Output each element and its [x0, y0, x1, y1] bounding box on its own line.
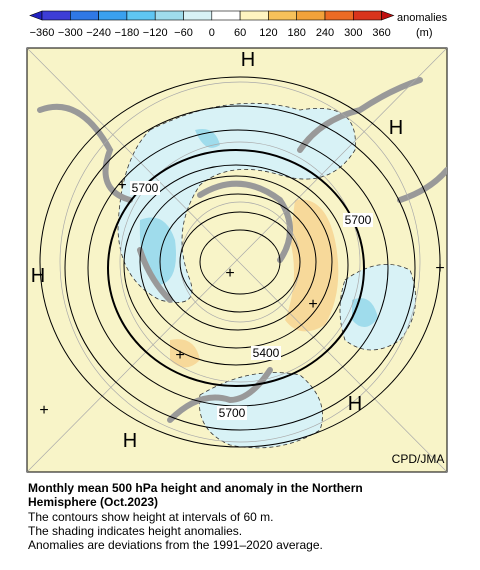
colorbar-tick-label: 300	[344, 27, 362, 39]
caption-title-line: Hemisphere (Oct.2023)	[28, 495, 159, 509]
colorbar-cell	[154, 10, 184, 21]
colorbar-cell	[296, 10, 326, 21]
colorbar-cell	[324, 10, 354, 21]
map-labels: H H H H H + + + + + +5700 5700 5400 5700 CPD/JMA	[31, 49, 445, 466]
caption-title: Monthly mean 500 hPa height and anomaly …	[28, 481, 363, 509]
caption-title-line: Monthly mean 500 hPa height and anomaly …	[28, 481, 363, 495]
colorbar-cell	[126, 10, 156, 21]
extremum-mark: +	[308, 296, 317, 313]
colorbar-arrow	[381, 10, 395, 21]
colorbar-tick-label: −180	[115, 27, 140, 39]
high-label: H	[123, 430, 137, 452]
contour-label-bg	[251, 346, 281, 360]
colorbar-tick-label: 60	[234, 27, 246, 39]
colorbar-tick-label: 0	[209, 27, 215, 39]
high-label: H	[31, 265, 45, 287]
colorbar-arrow	[29, 10, 43, 21]
colorbar-tick-label: 240	[316, 27, 334, 39]
high-label: H	[389, 117, 403, 139]
contour-label-bg	[130, 181, 160, 195]
colorbar-tick-label: −360	[30, 27, 55, 39]
caption-body: The contours show height at intervals of…	[28, 510, 323, 552]
colorbar-cell	[98, 10, 128, 21]
colorbar-cell	[70, 10, 99, 21]
colorbar-tick-label: −60	[174, 27, 193, 39]
caption-line: The shading indicates height anomalies.	[28, 524, 243, 538]
land	[37, 77, 447, 423]
extremum-mark: +	[117, 177, 126, 194]
colorbar-tick-label: −120	[143, 27, 168, 39]
colorbar-cell	[239, 10, 269, 21]
colorbar-unit: (m)	[416, 27, 433, 39]
extremum-mark: +	[39, 402, 48, 419]
contour-label-bg	[217, 406, 247, 420]
contour-label: 5400	[253, 346, 280, 360]
figure: −360 −300 −240 −180 −120 −60 0 60 120 180 240 300 36…	[26, 10, 448, 473]
extremum-mark: +	[435, 260, 444, 277]
high-label: H	[348, 393, 362, 415]
anomaly-shading	[117, 102, 416, 449]
contour-label-bg	[343, 213, 373, 227]
colorbar-cell	[352, 10, 382, 21]
colorbar-cell	[268, 10, 297, 21]
colorbar-tick-label: 120	[259, 27, 277, 39]
extremum-mark: +	[225, 265, 234, 282]
colorbar-tick-label: 360	[372, 27, 390, 39]
contour-label: 5700	[219, 406, 246, 420]
caption-line: Anomalies are deviations from the 1991–2…	[28, 538, 323, 552]
colorbar-tick-label: 180	[288, 27, 306, 39]
colorbar-cell	[211, 10, 241, 21]
contour-label: 5700	[345, 213, 372, 227]
graticule	[27, 48, 447, 472]
anomaly-shading-warm	[170, 199, 339, 368]
high-label: H	[241, 49, 255, 71]
colorbar: −360 −300 −240 −180 −120 −60 0 60 120 180 240 300 36…	[29, 10, 448, 39]
colorbar-unit-title: anomalies	[397, 12, 448, 24]
extremum-mark: +	[175, 347, 184, 364]
colorbar-tick-label: −240	[86, 27, 111, 39]
map	[26, 47, 448, 473]
colorbar-cell	[183, 10, 213, 21]
colorbar-tick-label: −300	[58, 27, 83, 39]
contour-label: 5700	[132, 181, 159, 195]
caption-line: The contours show height at intervals of…	[28, 510, 274, 524]
colorbar-cell	[41, 10, 71, 21]
credit: CPD/JMA	[392, 452, 445, 466]
